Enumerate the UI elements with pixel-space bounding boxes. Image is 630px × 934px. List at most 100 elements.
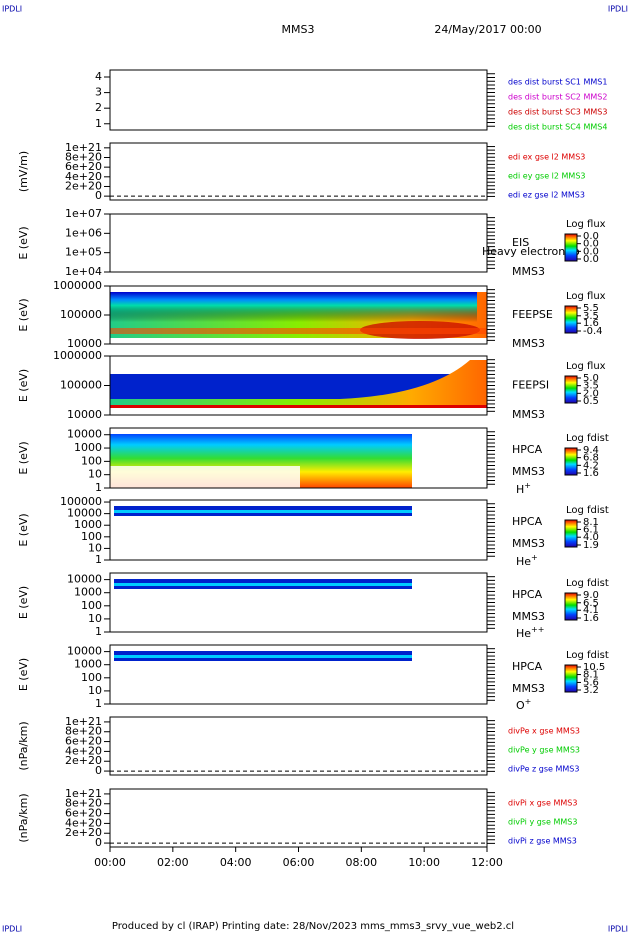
date: 24/May/2017 00:00	[434, 23, 541, 36]
legend-entry: divPi y gse MMS3	[508, 818, 577, 827]
ion-charge: +	[525, 697, 532, 706]
y-axis-label: (mV/m)	[17, 151, 30, 192]
y-tick-label: 10000	[67, 507, 102, 520]
ion-label: O+	[516, 697, 531, 713]
spacecraft-label: MMS3	[512, 265, 545, 278]
plot-frame	[109, 69, 488, 131]
spectrogram-image	[114, 510, 412, 513]
y-axis-label: E (eV)	[17, 441, 30, 474]
y-tick-label: 1000000	[53, 279, 102, 292]
y-tick-label: 4e+20	[65, 170, 102, 183]
legend-entry: divPe z gse MMS3	[508, 765, 579, 774]
y-tick-label: 0	[95, 836, 102, 849]
legend-entry: divPe x gse MMS3	[508, 727, 580, 736]
legend-entry: edi ey gse l2 MMS3	[508, 172, 586, 181]
y-tick-label: 6e+20	[65, 160, 102, 173]
colorbar-title: Log flux	[566, 219, 606, 230]
x-tick-label: 08:00	[345, 856, 377, 869]
colorbar-tick-label: 5.0	[583, 373, 599, 384]
y-tick-label: 2e+20	[65, 826, 102, 839]
instrument-label: HPCA	[512, 515, 543, 528]
colorbar-title: Log fdist	[566, 505, 609, 516]
y-tick-label: 0	[95, 189, 102, 202]
instrument-label: EIS	[512, 236, 529, 249]
colorbar-tick-label: 1.9	[583, 540, 599, 551]
ion-species: H	[516, 483, 524, 496]
y-tick-label: 100	[81, 599, 102, 612]
colorbar-tick-label: 10.5	[583, 662, 605, 673]
y-tick-label: 1e+21	[65, 141, 102, 154]
y-tick-label: 10	[88, 684, 102, 697]
y-axis-label: (nPa/km)	[17, 793, 30, 842]
x-tick-label: 06:00	[283, 856, 315, 869]
colorbar-tick-label: 1.6	[583, 613, 599, 624]
corner-label: IPDLI	[2, 5, 22, 14]
overlay-note: Heavy electron to	[482, 245, 580, 258]
y-tick-label: 1e+05	[65, 246, 102, 259]
instrument-label: HPCA	[512, 588, 543, 601]
y-tick-label: 8e+20	[65, 725, 102, 738]
spectrogram-image	[110, 405, 487, 408]
y-tick-label: 1000	[74, 586, 102, 599]
y-tick-label: 6e+20	[65, 807, 102, 820]
ion-species: He	[516, 627, 531, 640]
colorbar-tick-label: 6.8	[583, 453, 599, 464]
y-tick-label: 10000	[67, 408, 102, 421]
spectrogram-image	[110, 328, 487, 334]
y-tick-label: 1000	[74, 518, 102, 531]
colorbar-tick-label: 6.1	[583, 524, 599, 535]
ion-species: He	[516, 555, 531, 568]
colorbar-tick-label: 4.0	[583, 532, 599, 543]
y-tick-label: 4	[95, 70, 102, 83]
y-tick-label: 1	[95, 625, 102, 638]
legend-entry: divPi x gse MMS3	[508, 799, 577, 808]
y-tick-label: 1	[95, 697, 102, 710]
y-tick-label: 100000	[60, 495, 102, 508]
colorbar-tick-label: 3.5	[583, 311, 599, 322]
corner-label: IPDLI	[608, 5, 628, 14]
x-tick-label: 02:00	[157, 856, 189, 869]
y-tick-label: 10000	[67, 573, 102, 586]
y-axis-label: E (eV)	[17, 513, 30, 546]
legend-entry: divPe y gse MMS3	[508, 746, 580, 755]
colorbar-title: Log flux	[566, 361, 606, 372]
colorbar-tick-label: 0.0	[583, 231, 599, 242]
y-tick-label: 100000	[60, 379, 102, 392]
colorbar-tick-label: 4.2	[583, 460, 599, 471]
y-tick-label: 1e+21	[65, 787, 102, 800]
colorbar-tick-label: 4.1	[583, 605, 599, 616]
y-tick-label: 10	[88, 468, 102, 481]
y-tick-label: 6e+20	[65, 735, 102, 748]
spacecraft-label: MMS3	[512, 610, 545, 623]
y-tick-label: 2e+20	[65, 754, 102, 767]
colorbar-tick-label: 2.0	[583, 388, 599, 399]
y-tick-label: 1	[95, 481, 102, 494]
colorbar-tick-label: 1.6	[583, 468, 599, 479]
y-tick-label: 0	[95, 764, 102, 777]
ion-species: O	[516, 699, 525, 712]
y-axis-label: (nPa/km)	[17, 721, 30, 770]
colorbar-title: Log fdist	[566, 578, 609, 589]
corner-label: IPDLI	[608, 925, 628, 934]
spacecraft-label: MMS3	[512, 465, 545, 478]
ion-label: He+	[516, 553, 538, 569]
y-tick-label: 1e+21	[65, 715, 102, 728]
spacecraft-label: MMS3	[512, 682, 545, 695]
y-tick-label: 1000	[74, 658, 102, 671]
y-tick-label: 1e+04	[65, 265, 102, 278]
colorbar-tick-label: 0.0	[583, 254, 599, 265]
plot-frame	[109, 788, 488, 848]
ion-charge: +	[531, 553, 538, 562]
y-tick-label: 2e+20	[65, 179, 102, 192]
y-tick-label: 10000	[67, 428, 102, 441]
colorbar	[564, 447, 578, 476]
ion-label: He++	[516, 625, 544, 641]
y-tick-label: 100	[81, 671, 102, 684]
y-tick-label: 1e+07	[65, 207, 102, 220]
colorbar	[564, 305, 578, 334]
title: MMS3	[282, 23, 315, 36]
footer: Produced by cl (IRAP) Printing date: 28/…	[112, 921, 514, 932]
colorbar-title: Log flux	[566, 291, 606, 302]
colorbar-tick-label: 0.5	[583, 396, 599, 407]
colorbar	[564, 519, 578, 548]
